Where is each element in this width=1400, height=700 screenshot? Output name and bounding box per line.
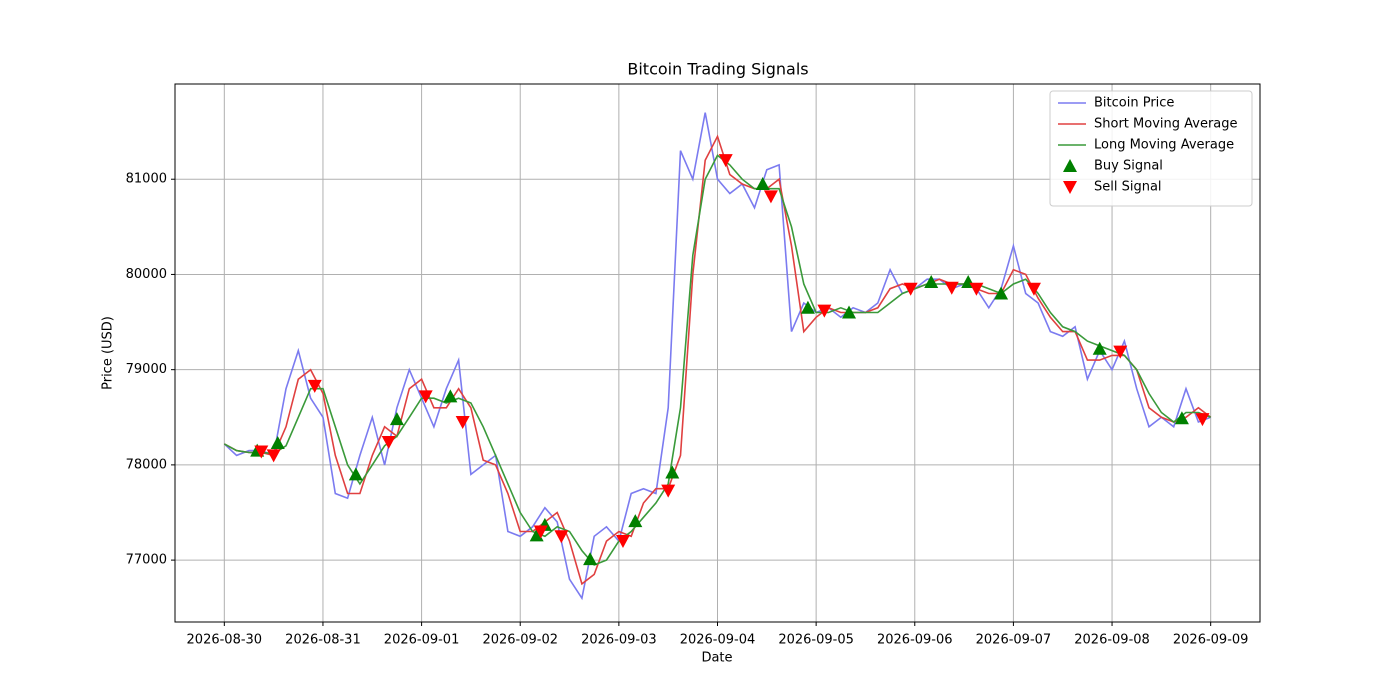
signal-marker — [1113, 345, 1128, 359]
signal-marker — [455, 416, 470, 430]
y-tick-label: 77000 — [126, 553, 167, 568]
signal-marker — [348, 467, 363, 481]
x-tick-label: 2026-09-01 — [384, 633, 460, 648]
signal-marker — [266, 449, 281, 463]
x-tick-label: 2026-09-07 — [976, 633, 1052, 648]
signal-marker — [817, 304, 832, 318]
x-axis-label: Date — [701, 651, 732, 666]
signal-marker — [418, 390, 433, 404]
y-tick-label: 78000 — [126, 457, 167, 472]
signal-marker — [718, 154, 733, 168]
signal-marker — [1092, 341, 1107, 355]
legend-label: Short Moving Average — [1094, 117, 1238, 132]
x-tick-label: 2026-09-08 — [1074, 633, 1150, 648]
signal-marker — [381, 436, 396, 450]
signal-marker — [944, 281, 959, 295]
signal-marker — [443, 389, 458, 403]
signal-marker — [1174, 411, 1189, 425]
y-tick-label: 81000 — [126, 172, 167, 187]
legend-label: Long Moving Average — [1094, 138, 1234, 153]
signal-marker — [1195, 413, 1210, 427]
y-tick-label: 80000 — [126, 267, 167, 282]
signal-marker — [270, 435, 285, 449]
legend-box — [1049, 90, 1253, 207]
signal-marker — [661, 484, 676, 498]
x-tick-label: 2026-09-02 — [482, 633, 558, 648]
signal-marker — [903, 282, 918, 296]
legend-label: Bitcoin Price — [1094, 96, 1174, 111]
signal-marker — [994, 286, 1009, 300]
x-tick-label: 2026-09-03 — [581, 633, 657, 648]
signal-marker — [254, 445, 269, 459]
signal-marker — [307, 379, 322, 393]
signal-marker — [389, 412, 404, 426]
signal-marker — [800, 300, 815, 314]
legend-label: Buy Signal — [1094, 159, 1163, 174]
plot-frame — [174, 83, 1261, 623]
signal-marker — [1026, 282, 1041, 296]
signal-marker — [755, 176, 770, 190]
x-tick-label: 2026-09-06 — [877, 633, 953, 648]
signal-marker — [628, 514, 643, 528]
chart-title: Bitcoin Trading Signals — [627, 60, 808, 79]
x-tick-label: 2026-08-31 — [285, 633, 361, 648]
signal-marker — [533, 525, 548, 539]
legend-swatch — [1063, 181, 1077, 194]
signal-marker — [665, 465, 680, 479]
signal-marker — [583, 552, 598, 566]
x-tick-label: 2026-09-04 — [680, 633, 756, 648]
y-tick-label: 79000 — [126, 362, 167, 377]
line — [223, 134, 1212, 586]
x-tick-label: 2026-09-09 — [1173, 633, 1249, 648]
y-axis-label: Price (USD) — [101, 316, 116, 390]
signal-marker — [615, 535, 630, 549]
signal-marker — [763, 190, 778, 204]
x-tick-label: 2026-09-05 — [778, 633, 854, 648]
signal-marker — [554, 530, 569, 544]
signal-marker — [969, 282, 984, 296]
legend-label: Sell Signal — [1094, 180, 1162, 195]
signal-marker — [842, 305, 857, 319]
signal-marker — [924, 275, 939, 289]
x-tick-label: 2026-08-30 — [187, 633, 263, 648]
signal-marker — [529, 528, 544, 542]
legend-swatch — [1063, 159, 1077, 172]
